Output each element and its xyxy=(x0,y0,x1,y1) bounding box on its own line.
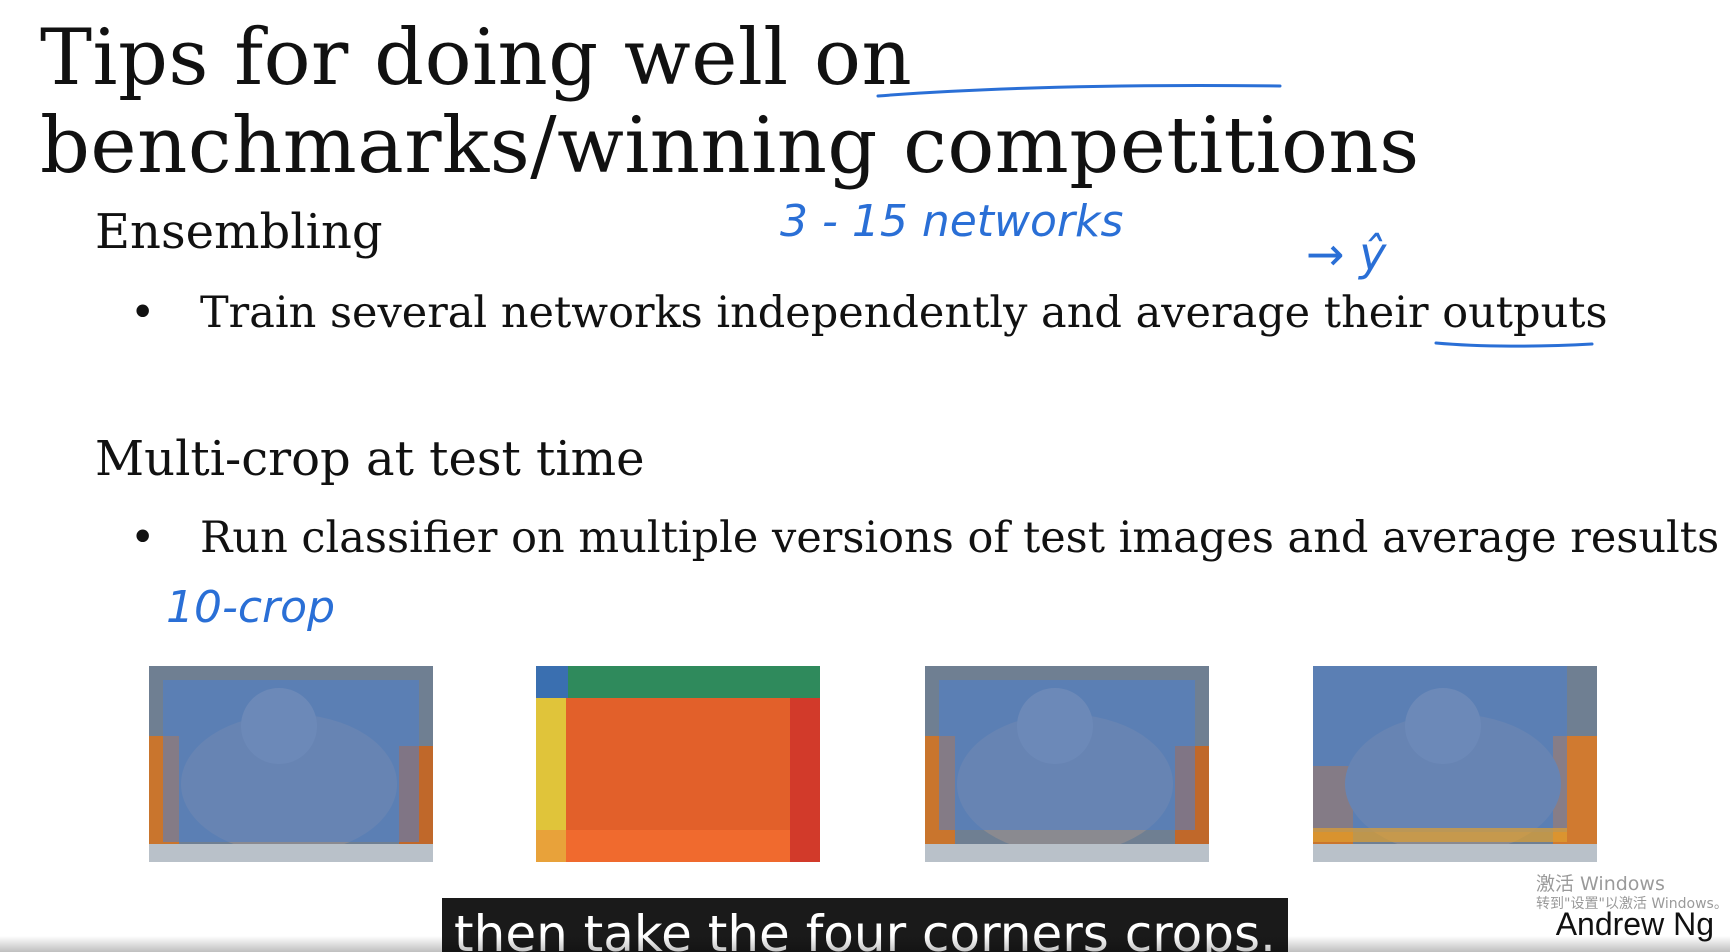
slide-title: Tips for doing well on benchmarks/winnin… xyxy=(40,13,1420,191)
slide-author: Andrew Ng xyxy=(1555,906,1714,942)
bullet-ensembling: • Train several networks independently an… xyxy=(130,288,1608,338)
video-subtitle: then take the four corners crops. xyxy=(442,898,1288,952)
handwritten-10-crop: 10-crop xyxy=(166,582,335,633)
bullet-text: Run classifier on multiple versions of t… xyxy=(200,513,1720,563)
windows-activation-watermark: 激活 Windows 转到"设置"以激活 Windows。 xyxy=(1536,873,1728,913)
cat-image-crop-3 xyxy=(1313,666,1597,862)
watermark-line-2: 转到"设置"以激活 Windows。 xyxy=(1536,895,1728,912)
color-crop-diagram xyxy=(536,666,820,862)
bullet-dot-icon: • xyxy=(130,288,156,338)
underline-outputs xyxy=(1434,341,1594,348)
cat-image-crop-1 xyxy=(149,666,433,862)
bullet-text: Train several networks independently and… xyxy=(200,288,1608,338)
section-heading-ensembling: Ensembling xyxy=(95,204,383,260)
handwritten-y-hat: → ŷ xyxy=(1306,227,1387,281)
handwritten-networks-note: 3 - 15 networks xyxy=(780,196,1123,247)
cat-image-crop-2 xyxy=(925,666,1209,862)
bullet-multicrop: • Run classifier on multiple versions of … xyxy=(130,513,1719,563)
bullet-dot-icon: • xyxy=(130,513,156,563)
watermark-line-1: 激活 Windows xyxy=(1536,873,1665,895)
section-heading-multicrop: Multi-crop at test time xyxy=(95,431,645,487)
bottom-shade xyxy=(0,936,1730,952)
